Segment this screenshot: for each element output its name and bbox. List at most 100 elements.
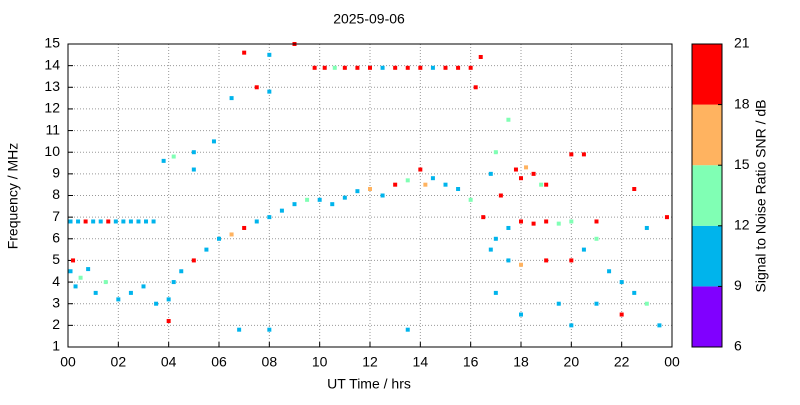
data-point [569,258,574,263]
data-point [493,290,498,295]
y-tick-label: 14 [44,56,60,72]
data-point [355,65,360,70]
data-point [488,247,493,252]
data-point [342,195,347,200]
data-point [317,197,322,202]
data-point [664,215,669,220]
colorbar-tick-label: 9 [734,277,742,293]
data-point [569,152,574,157]
colorbar-segment [692,44,722,105]
y-tick-label: 13 [44,78,60,94]
data-point [581,247,586,252]
data-point [71,258,76,263]
y-tick-label: 8 [52,186,60,202]
data-point [430,65,435,70]
data-point [191,258,196,263]
x-tick-label: 16 [463,354,479,370]
data-point [405,327,410,332]
data-point [632,187,637,192]
data-point [254,85,259,90]
y-tick-label: 11 [45,121,60,137]
data-point [644,301,649,306]
y-tick-label: 3 [52,294,60,310]
data-point [513,167,518,172]
data-point [657,323,662,328]
colorbar-segment [692,165,722,226]
data-point [166,319,171,324]
x-tick-label: 18 [513,354,529,370]
data-point [113,219,118,224]
data-point [342,65,347,70]
data-point [488,171,493,176]
data-point [531,171,536,176]
data-point [393,65,398,70]
data-point [305,197,310,202]
data-point [68,269,73,274]
data-point [116,297,121,302]
data-point [556,221,561,226]
y-tick-label: 6 [52,229,60,245]
data-point [531,221,536,226]
data-point [368,65,372,70]
data-point [594,219,599,224]
data-point [393,182,398,187]
data-point [332,65,337,70]
data-point [103,280,108,285]
data-point [443,65,448,70]
y-tick-label: 2 [52,316,60,332]
data-point [456,65,461,70]
data-point [191,167,196,172]
data-point [380,193,385,198]
data-point [171,154,176,159]
data-point [556,301,561,306]
data-point [569,219,574,224]
data-point [254,219,259,224]
data-point [418,167,423,172]
data-point [322,65,327,70]
data-point [619,280,624,285]
data-point [312,65,317,70]
data-point [473,85,478,90]
x-tick-label: 00 [60,354,76,370]
data-point [86,267,91,272]
data-point [380,65,385,70]
data-point [644,225,649,230]
y-tick-label: 15 [44,35,60,51]
colorbar-tick-label: 6 [734,338,742,354]
data-point [76,219,81,224]
x-tick-label: 20 [564,354,580,370]
data-point [128,219,133,224]
data-point [136,219,141,224]
data-point [544,219,549,224]
data-point [171,280,176,285]
data-point [519,262,523,267]
data-point [632,290,637,295]
data-point [405,65,410,70]
colorbar-label: Signal to Noise Ratio SNR / dB [753,100,769,293]
data-point [91,219,96,224]
data-point [619,312,624,317]
data-point [418,65,423,70]
data-point [569,323,574,328]
data-point [519,219,523,224]
data-point [498,193,503,198]
data-point [151,219,156,224]
x-tick-label: 22 [614,354,630,370]
colorbar-tick-label: 21 [734,35,750,51]
colorbar-segment [692,225,722,287]
data-point [456,187,461,192]
data-point [204,247,209,252]
data-point [368,187,372,192]
x-tick-label: 10 [312,354,328,370]
data-point [267,215,272,220]
data-point [211,139,216,144]
data-point [405,178,410,183]
data-point [229,232,234,237]
data-point [443,182,448,187]
data-point [73,284,78,289]
data-point [161,158,166,163]
data-point [93,290,98,295]
data-point [493,236,498,241]
data-point [506,258,511,263]
